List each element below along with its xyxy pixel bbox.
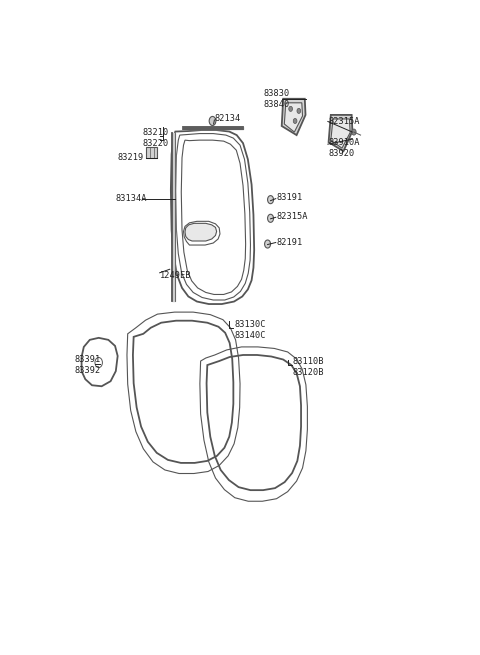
Polygon shape bbox=[185, 223, 216, 241]
Bar bbox=[146, 147, 157, 158]
Polygon shape bbox=[282, 99, 305, 135]
Polygon shape bbox=[331, 119, 350, 148]
Text: 82315A: 82315A bbox=[276, 212, 308, 221]
Text: 83191: 83191 bbox=[276, 193, 303, 202]
Text: 83391
83392: 83391 83392 bbox=[75, 355, 101, 375]
Text: 82134: 82134 bbox=[215, 115, 240, 123]
Circle shape bbox=[267, 214, 274, 222]
Text: 83210
83220: 83210 83220 bbox=[143, 128, 169, 148]
Circle shape bbox=[264, 240, 271, 248]
Circle shape bbox=[293, 119, 297, 124]
Polygon shape bbox=[284, 103, 302, 132]
Text: 1249EB: 1249EB bbox=[160, 271, 191, 280]
Polygon shape bbox=[329, 115, 352, 151]
Text: 83910A
83920: 83910A 83920 bbox=[329, 138, 360, 159]
Text: 83134A: 83134A bbox=[115, 194, 146, 203]
Text: 83830
83840: 83830 83840 bbox=[264, 88, 290, 109]
Text: 83130C
83140C: 83130C 83140C bbox=[234, 320, 265, 340]
Circle shape bbox=[297, 108, 300, 113]
Circle shape bbox=[209, 117, 216, 126]
Circle shape bbox=[289, 106, 292, 111]
Circle shape bbox=[267, 196, 274, 204]
Text: 82315A: 82315A bbox=[329, 117, 360, 126]
Text: 82191: 82191 bbox=[276, 238, 303, 246]
Text: 83110B
83120B: 83110B 83120B bbox=[293, 357, 324, 377]
Circle shape bbox=[352, 129, 356, 135]
Text: 83219: 83219 bbox=[118, 153, 144, 162]
